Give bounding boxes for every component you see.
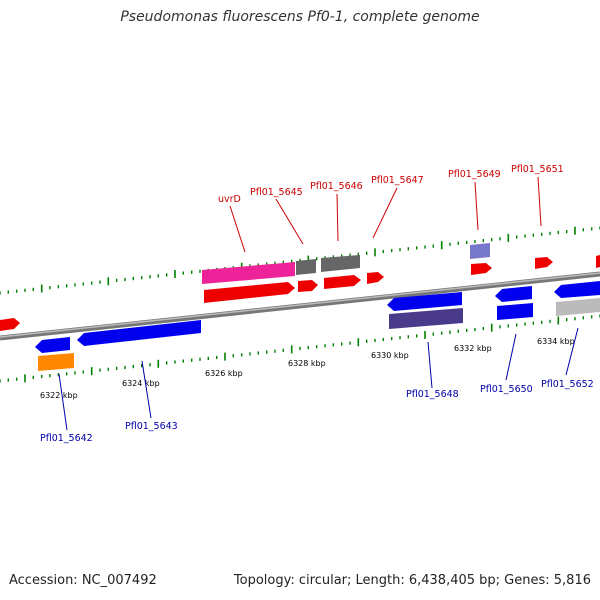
gene-label[interactable]: Pfl01_5642 [40, 433, 93, 444]
gene-label[interactable]: Pfl01_5649 [448, 169, 501, 180]
accession-text: Accession: NC_007492 [9, 573, 157, 588]
gene-feature[interactable] [324, 275, 361, 289]
gene-label[interactable]: Pfl01_5650 [480, 384, 533, 395]
gene-feature[interactable] [596, 255, 600, 268]
ruler-label: 6328 kbp [288, 359, 326, 368]
forward-labels: uvrD Pfl01_5645 Pfl01_5646 Pfl01_5647 Pf… [218, 164, 564, 253]
ruler-label: 6322 kbp [40, 391, 78, 400]
gene-feature[interactable] [38, 353, 74, 371]
ruler-label: 6332 kbp [454, 344, 492, 353]
gene-feature[interactable] [497, 303, 533, 320]
forward-features [0, 243, 600, 331]
gene-feature[interactable] [471, 263, 492, 275]
ruler-label: 6334 kbp [537, 337, 575, 346]
ruler-label: 6324 kbp [122, 379, 160, 388]
gene-label[interactable]: Pfl01_5648 [406, 389, 459, 400]
ruler-label: 6330 kbp [371, 351, 409, 360]
gene-feature[interactable] [202, 262, 295, 284]
genome-stats-text: Topology: circular; Length: 6,438,405 bp… [233, 573, 591, 588]
gene-feature[interactable] [495, 286, 532, 302]
gene-label[interactable]: Pfl01_5643 [125, 421, 178, 432]
gene-label[interactable]: Pfl01_5646 [310, 181, 363, 192]
gene-label[interactable]: uvrD [218, 194, 241, 205]
ruler-ticks [0, 226, 600, 383]
gene-label[interactable]: Pfl01_5651 [511, 164, 564, 175]
gene-label[interactable]: Pfl01_5645 [250, 187, 303, 198]
ruler-label: 6326 kbp [205, 369, 243, 378]
map-title: Pseudomonas fluorescens Pf0-1, complete … [120, 9, 480, 25]
gene-feature[interactable] [389, 308, 463, 329]
gene-feature[interactable] [535, 257, 553, 269]
gene-feature[interactable] [35, 337, 70, 353]
gene-label[interactable]: Pfl01_5652 [541, 379, 594, 390]
gene-feature[interactable] [296, 259, 316, 275]
reverse-features [35, 281, 600, 371]
gene-feature[interactable] [77, 320, 201, 346]
gene-feature[interactable] [367, 272, 384, 284]
gene-feature[interactable] [0, 318, 20, 331]
gene-feature[interactable] [298, 280, 318, 292]
gene-label[interactable]: Pfl01_5647 [371, 175, 424, 186]
reverse-labels: Pfl01_5642 Pfl01_5643 Pfl01_5648 Pfl01_5… [40, 327, 594, 444]
gene-feature[interactable] [554, 281, 600, 298]
gene-feature[interactable] [470, 243, 490, 259]
gene-feature[interactable] [321, 255, 360, 272]
gene-feature[interactable] [204, 282, 295, 303]
gene-feature[interactable] [556, 298, 600, 316]
genome-backbone [0, 271, 600, 341]
gene-feature[interactable] [387, 292, 462, 311]
